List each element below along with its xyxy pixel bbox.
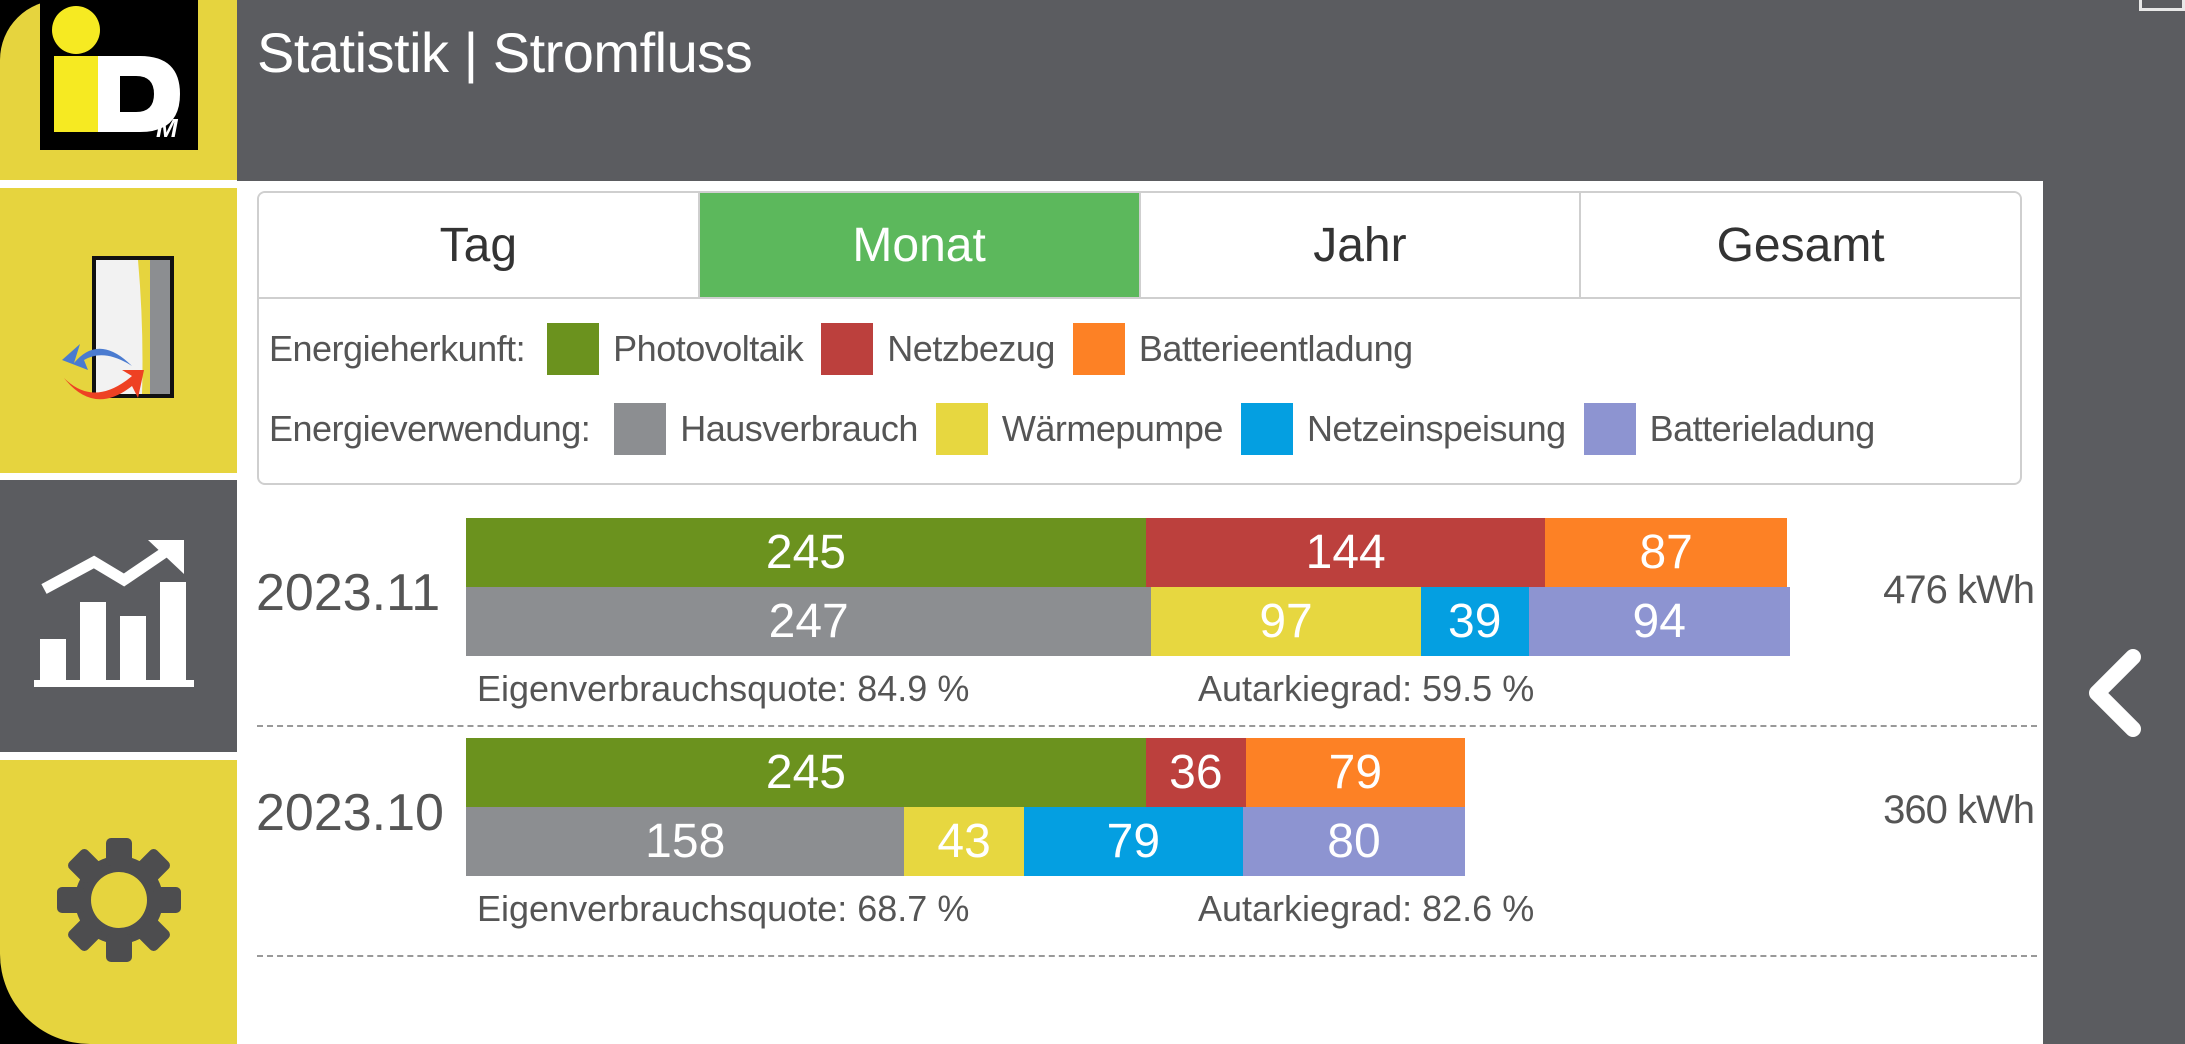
sidebar-divider: [0, 752, 237, 760]
header: Statistik | Stromfluss: [237, 0, 2185, 181]
legend-origin-label: Energieherkunft:: [269, 328, 526, 369]
chevron-left-icon: [2081, 649, 2151, 755]
legend-text: Batterieentladung: [1138, 328, 1413, 369]
legend-swatch: [1072, 323, 1125, 375]
legend-text: Batterieladung: [1649, 408, 1876, 449]
idm-logo: M: [40, 0, 198, 150]
bar-segment-batterieladung: 94: [1528, 587, 1790, 656]
legend-item-waermepumpe: Wärmepumpe: [935, 403, 1224, 455]
tab-gesamt[interactable]: Gesamt: [1581, 193, 2020, 297]
bar-segment-batterieentladung: 79: [1245, 738, 1465, 807]
bar-segment-value: 247: [768, 595, 849, 648]
row-total: 476 kWh: [1883, 568, 2035, 612]
legend-swatch: [1240, 403, 1293, 455]
bar-segment-value: 97: [1259, 595, 1313, 648]
bar-segment-netzbezug: 36: [1145, 738, 1246, 807]
tab-monat[interactable]: Monat: [699, 193, 1141, 297]
legend-item-photovoltaik: Photovoltaik: [547, 323, 804, 375]
bar-segment-photovoltaik: 245: [466, 738, 1146, 807]
bar-segment-netzeinspeisung: 79: [1023, 807, 1243, 876]
bar-segment-value: 79: [1328, 746, 1383, 799]
sidebar-item-heatpump[interactable]: [0, 188, 237, 473]
row-month: 2023.11: [256, 564, 441, 622]
legend-swatch: [614, 403, 667, 455]
main-content: Tag Monat Jahr Gesamt Energieherkunft: P…: [237, 181, 2043, 1044]
bar-segment-batterieentladung: 87: [1545, 518, 1787, 587]
origin-bar: 245 144 87: [466, 518, 1787, 587]
bar-segment-value: 144: [1305, 526, 1386, 579]
legend-text: Netzbezug: [887, 328, 1055, 369]
bar-segment-value: 39: [1448, 595, 1502, 648]
row-divider: [257, 955, 2037, 957]
bar-segment-value: 94: [1632, 595, 1686, 648]
legend-text: Wärmepumpe: [1001, 408, 1224, 449]
legend-usage-label: Energieverwendung:: [269, 408, 591, 449]
legend-item-batterieladung: Batterieladung: [1583, 403, 1876, 455]
row-divider: [257, 725, 2037, 727]
autarkiegrad: Autarkiegrad: 59.5 %: [1198, 668, 1535, 709]
heatpump-exchange-icon: [54, 248, 184, 413]
legend-usage: Energieverwendung: Hausverbrauch Wärmepu…: [269, 403, 1893, 455]
period-panel: Tag Monat Jahr Gesamt Energieherkunft: P…: [257, 191, 2022, 485]
bar-segment-photovoltaik: 245: [466, 518, 1146, 587]
legend-swatch: [1583, 403, 1636, 455]
bar-segment-value: 79: [1106, 815, 1161, 868]
bar-segment-waermepumpe: 97: [1151, 587, 1421, 656]
page-title: Statistik | Stromfluss: [257, 21, 753, 84]
row-month: 2023.10: [256, 784, 444, 842]
sidebar-divider: [0, 180, 237, 188]
tab-tag[interactable]: Tag: [259, 193, 700, 297]
legend-swatch: [935, 403, 988, 455]
legend-origin: Energieherkunft: Photovoltaik Netzbezug …: [269, 323, 1431, 375]
bar-segment-netzbezug: 144: [1145, 518, 1546, 587]
legend-item-netzbezug: Netzbezug: [821, 323, 1055, 375]
right-panel: [2043, 181, 2185, 1044]
autarkiegrad: Autarkiegrad: 82.6 %: [1198, 888, 1535, 929]
bar-segment-netzeinspeisung: 39: [1420, 587, 1529, 656]
bar-segment-waermepumpe: 43: [904, 807, 1024, 876]
chart-growth-icon: [33, 534, 204, 699]
sidebar-item-statistics[interactable]: [0, 480, 237, 752]
bar-segment-value: 245: [765, 526, 846, 579]
window-control-icon[interactable]: [2139, 0, 2185, 11]
gear-icon: [54, 835, 184, 970]
legend-text: Photovoltaik: [613, 328, 804, 369]
back-button[interactable]: [2081, 641, 2151, 751]
legend-text: Hausverbrauch: [680, 408, 918, 449]
legend-text: Netzeinspeisung: [1306, 408, 1566, 449]
bar-segment-value: 80: [1327, 815, 1381, 868]
sidebar-divider: [0, 473, 237, 481]
period-tabs: Tag Monat Jahr Gesamt: [259, 193, 2020, 299]
legend-swatch: [547, 323, 600, 375]
bar-segment-value: 87: [1639, 526, 1693, 579]
legend-item-batterieentladung: Batterieentladung: [1072, 323, 1413, 375]
svg-text:M: M: [156, 113, 179, 143]
usage-bar: 158 43 79 80: [466, 807, 1465, 876]
legend-item-netzeinspeisung: Netzeinspeisung: [1240, 403, 1566, 455]
bar-segment-hausverbrauch: 247: [466, 587, 1152, 656]
bar-segment-value: 245: [765, 746, 846, 799]
eigenverbrauchsquote: Eigenverbrauchsquote: 84.9 %: [477, 668, 970, 709]
tab-jahr[interactable]: Jahr: [1140, 193, 1582, 297]
eigenverbrauchsquote: Eigenverbrauchsquote: 68.7 %: [477, 888, 970, 929]
stat-row: 2023.11 245 144 87 247 97 39 94 476 kWh Eigen…: [237, 518, 2043, 742]
legend-item-hausverbrauch: Hausverbrauch: [614, 403, 918, 455]
stat-row: 2023.10 245 36 79 158 43 79 80 360 kWh Eigenv…: [237, 738, 2043, 962]
bar-segment-value: 43: [937, 815, 991, 868]
usage-bar: 247 97 39 94: [466, 587, 1790, 656]
bar-segment-hausverbrauch: 158: [466, 807, 905, 876]
bar-segment-batterieladung: 80: [1242, 807, 1465, 876]
sidebar-item-logo[interactable]: M: [0, 0, 237, 180]
origin-bar: 245 36 79: [466, 738, 1465, 807]
bar-segment-value: 36: [1169, 746, 1223, 799]
sidebar: M: [0, 0, 237, 1044]
bar-segment-value: 158: [645, 815, 726, 868]
sidebar-item-settings[interactable]: [0, 760, 237, 1044]
row-total: 360 kWh: [1883, 788, 2035, 832]
legend-swatch: [821, 323, 874, 375]
